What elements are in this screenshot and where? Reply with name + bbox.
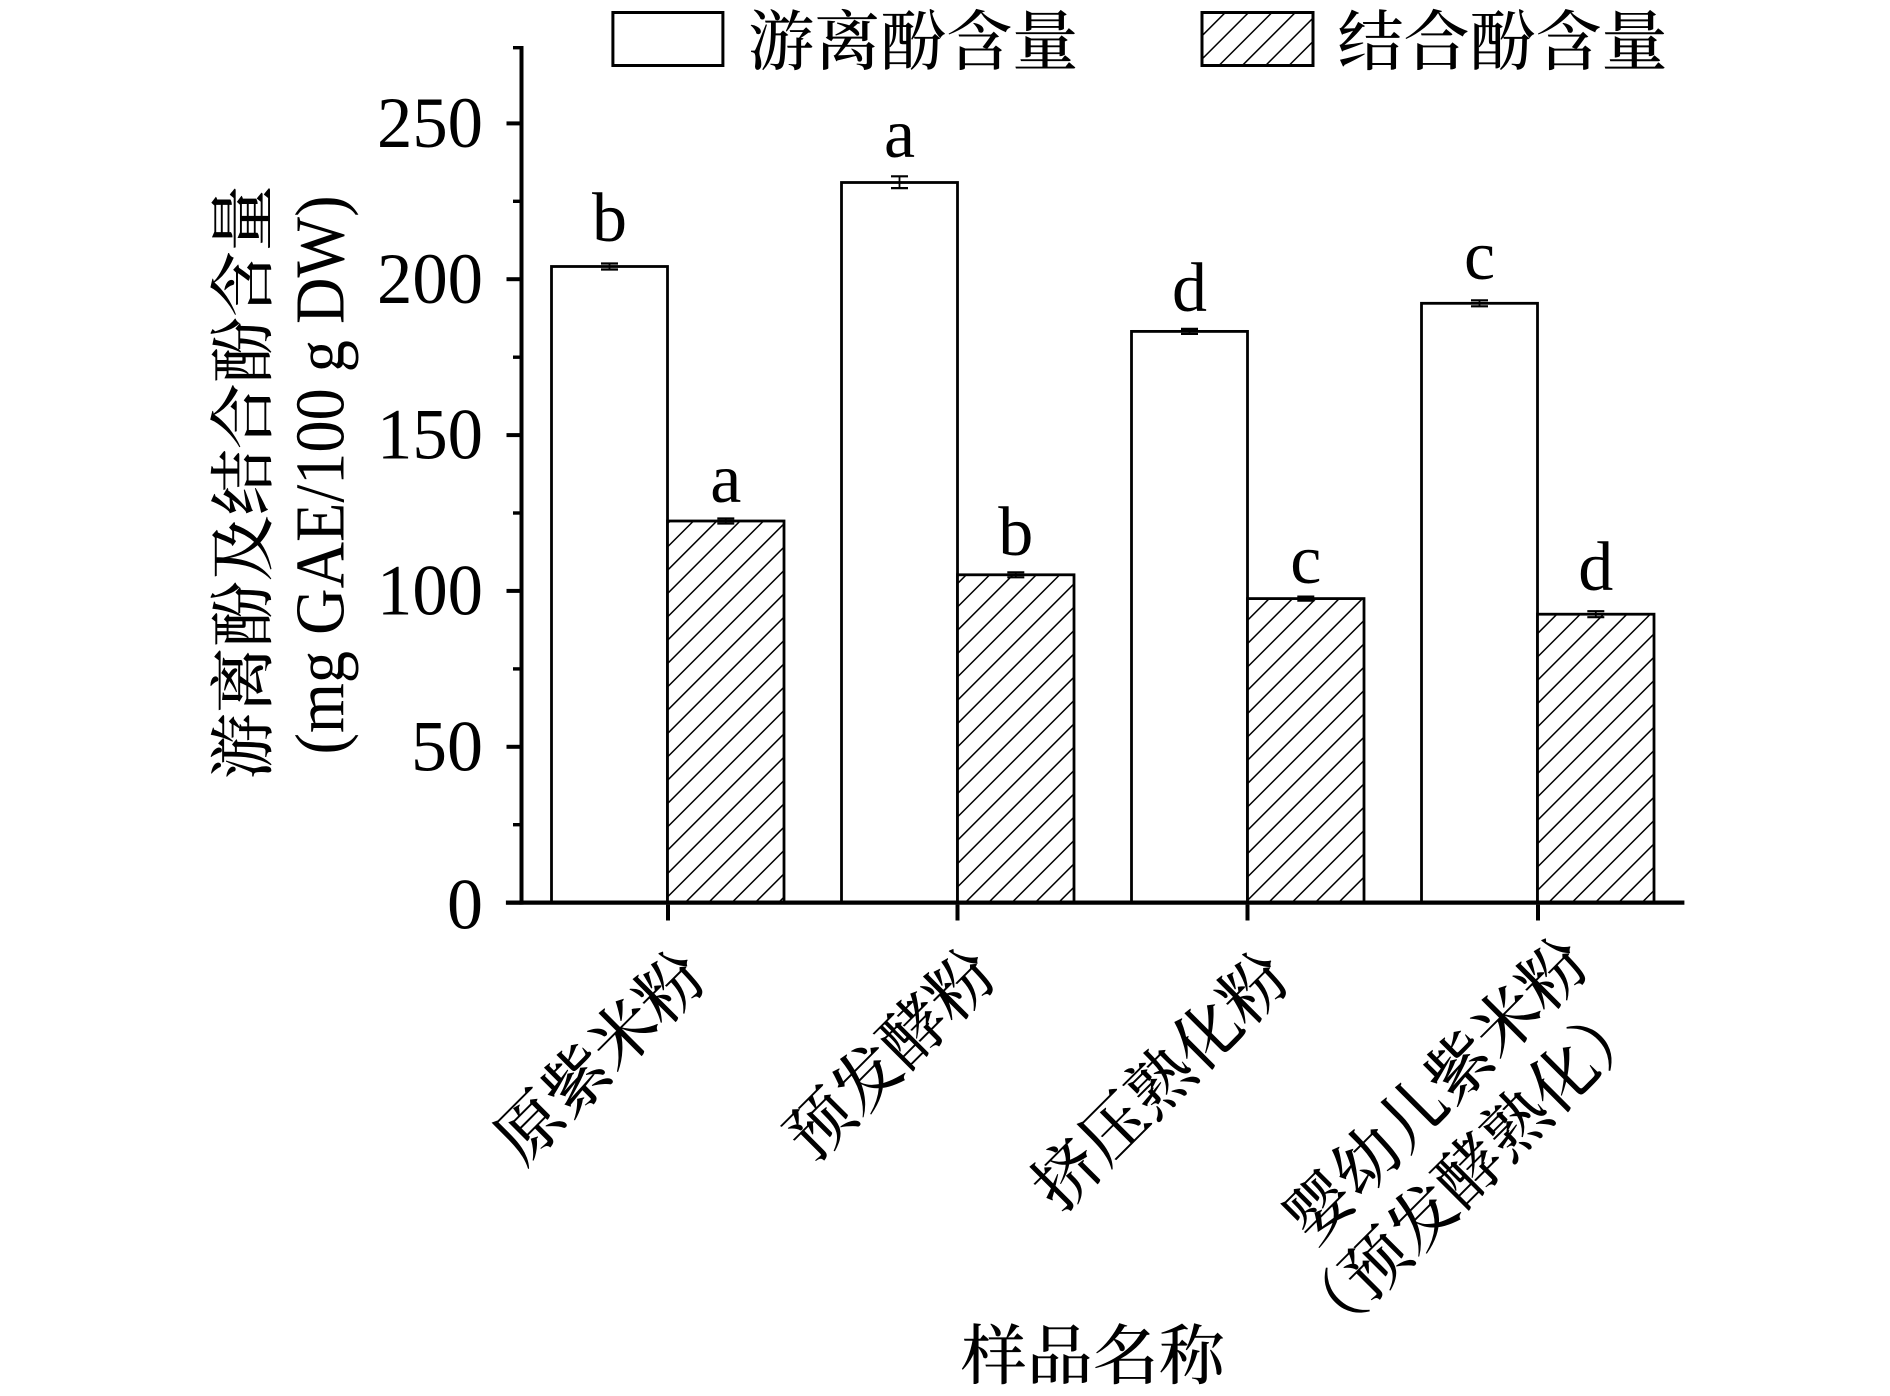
svg-text:50: 50 xyxy=(411,706,483,786)
svg-text:a: a xyxy=(884,96,915,173)
svg-text:d: d xyxy=(1172,250,1207,327)
svg-text:c: c xyxy=(1290,522,1321,599)
svg-text:100: 100 xyxy=(377,551,483,631)
svg-text:150: 150 xyxy=(377,395,483,475)
svg-text:250: 250 xyxy=(377,83,483,163)
svg-text:b: b xyxy=(592,180,627,257)
svg-text:200: 200 xyxy=(377,239,483,319)
svg-text:a: a xyxy=(710,441,741,518)
svg-text:0: 0 xyxy=(447,865,483,945)
svg-text:c: c xyxy=(1464,218,1495,295)
svg-text:(mg GAE/100 g DW): (mg GAE/100 g DW) xyxy=(283,196,360,755)
svg-text:b: b xyxy=(998,494,1033,571)
svg-text:d: d xyxy=(1578,529,1613,606)
